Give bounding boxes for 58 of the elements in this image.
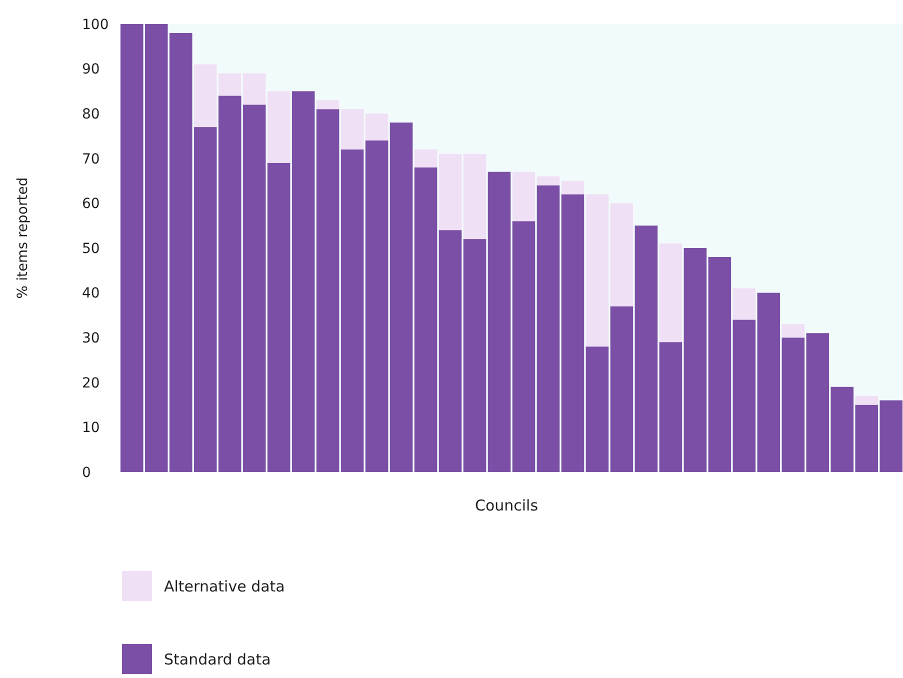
bar xyxy=(316,100,340,110)
bar xyxy=(438,154,462,230)
bar xyxy=(316,109,340,472)
bar xyxy=(659,244,682,342)
x-axis-title: Councils xyxy=(474,496,538,514)
bar xyxy=(536,185,560,472)
bar xyxy=(242,73,266,105)
y-tick-label: 70 xyxy=(82,151,100,168)
y-tick-label: 30 xyxy=(82,330,100,346)
bar xyxy=(242,104,266,472)
bar xyxy=(218,96,242,472)
bar xyxy=(782,338,805,472)
y-tick-label: 40 xyxy=(82,286,100,302)
bar xyxy=(708,256,732,472)
legend-label: Alternative data xyxy=(164,577,285,596)
bar xyxy=(463,154,486,240)
y-tick-label: 50 xyxy=(82,240,100,257)
bar xyxy=(586,346,609,472)
bar xyxy=(365,114,388,140)
bar xyxy=(340,109,364,150)
bar xyxy=(390,122,413,472)
bar xyxy=(218,73,242,96)
bar xyxy=(782,324,805,338)
bar xyxy=(365,140,388,472)
bar xyxy=(659,342,682,472)
bar xyxy=(757,292,780,472)
bar xyxy=(536,176,560,186)
y-tick-label: 100 xyxy=(82,16,109,33)
bar xyxy=(512,221,536,472)
y-tick-label: 90 xyxy=(82,62,100,78)
bar xyxy=(512,172,536,222)
bar xyxy=(634,226,658,472)
bar xyxy=(561,194,584,472)
bar xyxy=(586,194,609,347)
bar xyxy=(438,230,462,472)
bar xyxy=(732,320,756,472)
bar xyxy=(610,306,634,472)
bar xyxy=(561,180,584,194)
bar xyxy=(267,162,290,472)
bar xyxy=(488,172,511,472)
y-tick-label: 10 xyxy=(82,420,100,436)
y-tick-label: 80 xyxy=(82,106,100,122)
bar xyxy=(194,64,217,128)
bar xyxy=(463,239,486,472)
bar xyxy=(414,149,438,168)
bar xyxy=(684,248,707,472)
bar xyxy=(855,396,878,405)
y-tick-label: 20 xyxy=(82,375,100,392)
bar xyxy=(292,91,315,472)
bar xyxy=(732,288,756,320)
y-axis-title: % items reported xyxy=(14,177,31,299)
legend-label: Standard data xyxy=(164,650,271,668)
y-tick-label: 60 xyxy=(82,196,100,212)
y-tick-label: 0 xyxy=(82,464,91,481)
bar xyxy=(340,149,364,472)
bar xyxy=(267,91,290,163)
bar xyxy=(414,167,438,472)
bar xyxy=(610,203,634,306)
